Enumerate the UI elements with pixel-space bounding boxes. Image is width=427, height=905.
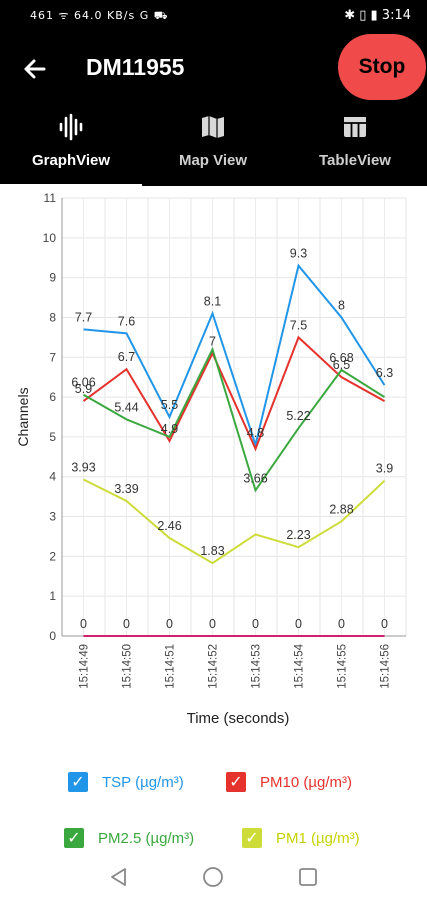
legend-item-pm10[interactable]: ✓ PM10 (µg/m³) (226, 772, 352, 792)
y-tick-label: 6 (49, 390, 56, 404)
y-tick-label: 11 (44, 191, 57, 205)
x-tick-label: 15:14:52 (208, 644, 220, 689)
active-tab-indicator (0, 184, 142, 187)
x-tick-label: 15:14:50 (122, 644, 134, 689)
data-label: 1.83 (200, 544, 224, 558)
data-label: 7.6 (118, 314, 135, 328)
data-label: 6.5 (333, 358, 350, 372)
map-icon (202, 116, 224, 138)
status-bar: 461 ᯤ 64.0 KB/s G ⛟ ✱ ▯ ▮ 3:14 (0, 0, 427, 34)
tab-label: Map View (178, 152, 248, 169)
line-chart: 0 1 2 3 4 5 6 7 8 9 10 11 15:14:49 15:14:50 15:14:51 15… (15, 191, 407, 727)
chart-legend: ✓ TSP (µg/m³) ✓ PM10 (µg/m³) ✓ PM2.5 (µg… (0, 760, 427, 860)
stop-button[interactable]: Stop (338, 34, 426, 100)
x-tick-label: 15:14:49 (79, 644, 91, 689)
legend-label: TSP (µg/m³) (102, 773, 184, 791)
data-label: 3.39 (114, 482, 138, 496)
data-label: 7.7 (75, 310, 92, 324)
data-label: 6.06 (71, 376, 95, 390)
checkbox-checked-icon[interactable]: ✓ (226, 772, 246, 792)
app-toolbar: DM11955 Stop (0, 34, 427, 104)
data-label: 0 (295, 617, 302, 631)
x-tick-label: 15:14:54 (294, 643, 306, 688)
legend-label: PM10 (µg/m³) (260, 773, 352, 791)
x-tick-label: 15:14:51 (165, 644, 177, 689)
data-label: 5.9 (75, 382, 92, 396)
legend-label: PM2.5 (µg/m³) (98, 829, 195, 847)
x-axis-title: Time (seconds) (187, 710, 290, 727)
data-label: 2.46 (157, 519, 181, 533)
arrow-left-icon (24, 59, 46, 79)
data-label: 6.3 (376, 366, 393, 380)
data-label: 0 (381, 617, 388, 631)
data-label: 6.68 (329, 351, 353, 365)
y-tick-label: 1 (49, 589, 56, 603)
data-label: 5.22 (286, 409, 310, 423)
legend-item-tsp[interactable]: ✓ TSP (µg/m³) (68, 772, 184, 792)
series-line (83, 263, 386, 449)
y-tick-label: 9 (49, 271, 56, 285)
data-label: 8 (338, 298, 345, 312)
system-nav-bar (0, 858, 427, 900)
series-line (83, 478, 386, 565)
data-label: 3.9 (376, 462, 393, 476)
y-tick-label: 2 (49, 549, 56, 563)
legend-item-pm1[interactable]: ✓ PM1 (µg/m³) (242, 828, 360, 848)
nav-recents-icon[interactable] (299, 868, 317, 886)
data-label: 3.66 (243, 471, 267, 485)
legend-label: PM1 (µg/m³) (276, 829, 360, 847)
y-axis-title: Channels (15, 387, 31, 446)
x-tick-label: 15:14:53 (251, 644, 263, 689)
x-tick-label: 15:14:56 (380, 644, 392, 689)
x-tick-label: 15:14:55 (337, 644, 349, 689)
view-tabs: GraphView Map View TableView (0, 104, 427, 187)
data-label: 3.93 (71, 461, 95, 475)
data-label: 2.23 (286, 528, 310, 542)
data-label: 9.3 (290, 247, 307, 261)
table-icon (344, 117, 366, 137)
nav-back-icon[interactable] (111, 868, 126, 886)
y-tick-label: 7 (49, 350, 56, 364)
waveform-icon (59, 113, 83, 141)
data-label: 0 (209, 617, 216, 631)
y-tick-label: 4 (49, 470, 56, 484)
tab-label: TableView (319, 152, 391, 169)
y-tick-label: 3 (49, 510, 56, 524)
data-label: 5.5 (161, 398, 178, 412)
clock-time: 3:14 (381, 8, 411, 23)
nav-home-icon[interactable] (203, 867, 223, 887)
y-tick-label: 5 (49, 430, 56, 444)
tab-map-view[interactable]: Map View (142, 104, 284, 186)
data-label: 2.88 (329, 502, 353, 516)
data-label: 0 (80, 617, 87, 631)
data-label: 0 (123, 617, 130, 631)
y-tick-label: 10 (43, 231, 57, 245)
tab-tableview[interactable]: TableView (284, 104, 426, 186)
legend-item-pm25[interactable]: ✓ PM2.5 (µg/m³) (64, 828, 194, 848)
tab-label: GraphView (31, 152, 111, 169)
data-label: 4.9 (161, 422, 178, 436)
data-label: 8.1 (204, 294, 221, 308)
data-label: 6.7 (118, 350, 135, 364)
page-title: DM11955 (86, 54, 185, 80)
data-label: 7 (209, 334, 216, 348)
y-tick-label: 8 (49, 310, 56, 324)
checkbox-checked-icon[interactable]: ✓ (68, 772, 88, 792)
series-line (82, 335, 385, 452)
back-button[interactable] (18, 52, 52, 86)
checkbox-checked-icon[interactable]: ✓ (64, 828, 84, 848)
data-label: 5.44 (114, 400, 138, 414)
tab-graphview[interactable]: GraphView (0, 104, 142, 187)
data-label: 4.8 (247, 426, 264, 440)
data-label: 7.5 (290, 318, 307, 332)
data-label: 0 (166, 617, 173, 631)
data-label: 0 (252, 617, 259, 631)
status-clock: ✱ ▯ ▮ 3:14 (344, 8, 411, 23)
data-label: 0 (338, 617, 345, 631)
status-indicators: 461 ᯤ 64.0 KB/s G ⛟ (30, 9, 169, 22)
y-tick-label: 0 (49, 629, 56, 643)
series-line (83, 346, 386, 493)
checkbox-checked-icon[interactable]: ✓ (242, 828, 262, 848)
